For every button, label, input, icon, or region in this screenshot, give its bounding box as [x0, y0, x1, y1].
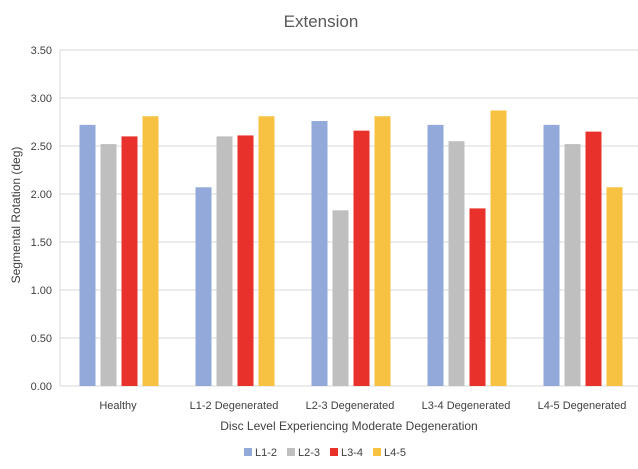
x-tick-label: L3-4 Degenerated	[422, 400, 511, 412]
y-tick-label: 1.00	[31, 285, 52, 297]
legend-label-l4-5: L4-5	[384, 447, 406, 459]
y-tick-label: 0.00	[31, 381, 52, 393]
bar-l2-3-3	[448, 141, 465, 386]
y-axis-label: Segmental Rotation (deg)	[9, 147, 23, 284]
legend-swatch-l4-5	[373, 448, 381, 456]
y-tick-label: 2.50	[31, 141, 52, 153]
bar-l1-2-0	[79, 124, 96, 386]
bar-l2-3-4	[564, 144, 581, 386]
bar-l4-5-4	[606, 187, 623, 386]
bar-l2-3-2	[332, 210, 349, 386]
legend-swatch-l2-3	[287, 448, 295, 456]
bar-l3-4-2	[353, 130, 370, 386]
legend-label-l2-3: L2-3	[298, 447, 320, 459]
legend-swatch-l1-2	[244, 448, 252, 456]
x-tick-label: L1-2 Degenerated	[190, 400, 279, 412]
legend: L1-2 L2-3 L3-4 L4-5	[244, 447, 406, 459]
bar-l2-3-1	[216, 136, 233, 386]
bar-l3-4-3	[469, 208, 486, 386]
legend-swatch-l3-4	[330, 448, 338, 456]
bar-l3-4-4	[585, 131, 602, 386]
bar-l1-2-3	[427, 124, 444, 386]
y-tick-label: 2.00	[31, 189, 52, 201]
bar-l2-3-0	[100, 144, 117, 386]
bars	[79, 110, 623, 387]
chart-title: Extension	[284, 12, 359, 31]
legend-label-l1-2: L1-2	[255, 447, 277, 459]
bar-l3-4-1	[237, 135, 254, 386]
bar-l1-2-1	[195, 187, 212, 386]
bar-l4-5-1	[258, 116, 275, 387]
bar-l3-4-0	[121, 136, 138, 386]
y-tick-label: 3.50	[31, 45, 52, 57]
bar-l4-5-2	[374, 116, 391, 387]
x-axis-label: Disc Level Experiencing Moderate Degener…	[220, 419, 477, 433]
bar-l4-5-3	[490, 110, 507, 386]
y-axis-ticks: 0.00 0.50 1.00 1.50 2.00 2.50 3.00 3.50	[31, 45, 52, 393]
y-tick-label: 1.50	[31, 237, 52, 249]
x-axis-ticks: Healthy L1-2 Degenerated L2-3 Degenerated L…	[99, 400, 626, 412]
x-tick-label: L4-5 Degenerated	[538, 400, 627, 412]
legend-label-l3-4: L3-4	[341, 447, 363, 459]
x-tick-label: Healthy	[99, 400, 137, 412]
y-tick-label: 3.00	[31, 93, 52, 105]
x-tick-label: L2-3 Degenerated	[306, 400, 395, 412]
bar-l4-5-0	[142, 116, 159, 387]
bar-l1-2-2	[311, 121, 328, 386]
bar-l1-2-4	[543, 124, 560, 386]
y-tick-label: 0.50	[31, 333, 52, 345]
